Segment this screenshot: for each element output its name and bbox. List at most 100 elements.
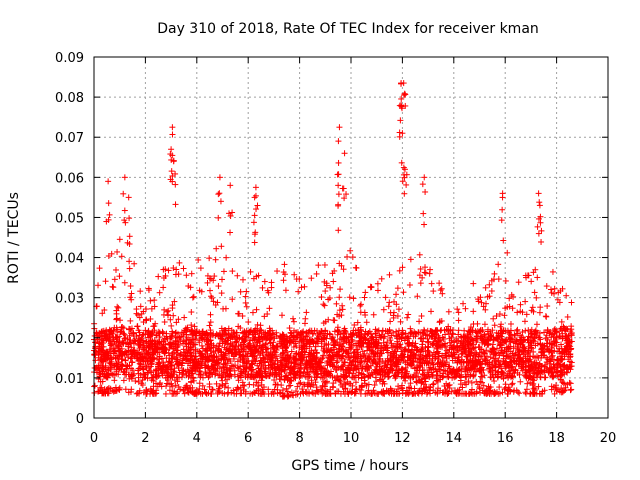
data-point xyxy=(387,318,394,325)
data-point xyxy=(253,306,260,313)
y-tick-label: 0.05 xyxy=(55,211,84,226)
data-point xyxy=(341,150,348,157)
data-point xyxy=(370,311,377,318)
data-point xyxy=(251,239,258,246)
data-point xyxy=(560,380,567,387)
data-point xyxy=(564,313,571,320)
data-point xyxy=(461,327,468,334)
data-point xyxy=(216,190,223,197)
data-point xyxy=(151,303,158,310)
data-point xyxy=(225,389,232,396)
data-point xyxy=(337,286,344,293)
data-point xyxy=(118,253,125,260)
data-point xyxy=(318,294,325,301)
data-point xyxy=(121,174,128,181)
data-point xyxy=(226,210,233,217)
data-point xyxy=(336,294,343,301)
data-point xyxy=(250,389,257,396)
data-point xyxy=(567,380,574,387)
data-point xyxy=(220,268,227,275)
data-point xyxy=(498,321,505,328)
data-point xyxy=(218,290,225,297)
data-point xyxy=(533,321,540,328)
data-point xyxy=(417,280,424,287)
data-point xyxy=(523,390,530,397)
data-point xyxy=(398,80,405,87)
data-point xyxy=(274,268,281,275)
data-point xyxy=(363,319,370,326)
data-point xyxy=(465,378,472,385)
data-point xyxy=(224,390,231,397)
data-point xyxy=(183,272,190,279)
x-tick-label: 16 xyxy=(497,431,514,446)
data-point xyxy=(481,321,488,328)
data-point xyxy=(339,185,346,192)
data-point xyxy=(541,374,548,381)
data-point xyxy=(507,321,514,328)
x-tick-label: 6 xyxy=(244,431,252,446)
data-point xyxy=(515,279,522,286)
data-point xyxy=(413,378,420,385)
data-point xyxy=(254,202,261,209)
data-point xyxy=(406,281,413,288)
data-point xyxy=(430,288,437,295)
data-point xyxy=(533,294,540,301)
data-point xyxy=(266,305,273,312)
data-point xyxy=(420,210,427,217)
x-tick-label: 18 xyxy=(548,431,565,446)
data-point xyxy=(281,261,288,268)
y-tick-label: 0.09 xyxy=(55,51,84,66)
x-tick-label: 2 xyxy=(141,431,149,446)
data-point xyxy=(537,304,544,311)
data-point xyxy=(421,269,428,276)
data-point xyxy=(346,294,353,301)
data-point xyxy=(321,302,328,309)
data-point xyxy=(531,289,538,296)
data-point xyxy=(229,268,236,275)
data-point xyxy=(514,309,521,316)
data-point xyxy=(213,245,220,252)
data-point xyxy=(217,198,224,205)
data-point xyxy=(335,191,342,198)
data-point xyxy=(212,256,219,263)
data-point xyxy=(202,389,209,396)
data-point xyxy=(147,297,154,304)
data-point xyxy=(349,254,356,261)
data-point xyxy=(426,270,433,277)
data-point xyxy=(454,306,461,313)
data-point xyxy=(488,288,495,295)
data-point xyxy=(401,190,408,197)
data-point xyxy=(517,301,524,308)
data-point xyxy=(219,276,226,283)
data-point xyxy=(344,253,351,260)
data-point xyxy=(522,298,529,305)
data-point xyxy=(223,254,230,261)
data-point xyxy=(122,357,129,364)
data-point xyxy=(357,390,364,397)
data-point xyxy=(549,268,556,275)
data-point xyxy=(235,385,242,392)
data-point xyxy=(105,178,112,185)
x-tick-label: 10 xyxy=(343,431,360,446)
data-point xyxy=(521,318,528,325)
data-point xyxy=(517,378,524,385)
data-point xyxy=(551,285,558,292)
x-axis-label: GPS time / hours xyxy=(291,458,408,474)
data-point xyxy=(335,201,342,208)
data-point xyxy=(216,174,223,181)
data-point xyxy=(529,304,536,311)
data-point xyxy=(369,359,376,366)
data-point xyxy=(126,233,133,240)
data-point xyxy=(234,272,241,279)
data-point xyxy=(170,312,177,319)
data-point xyxy=(172,181,179,188)
data-point xyxy=(155,273,162,280)
data-point xyxy=(92,344,99,351)
data-point xyxy=(416,318,423,325)
data-point xyxy=(401,337,408,344)
data-point xyxy=(95,282,102,289)
data-point xyxy=(358,301,365,308)
data-point xyxy=(523,311,530,318)
data-point xyxy=(168,168,175,175)
data-point xyxy=(421,174,428,181)
